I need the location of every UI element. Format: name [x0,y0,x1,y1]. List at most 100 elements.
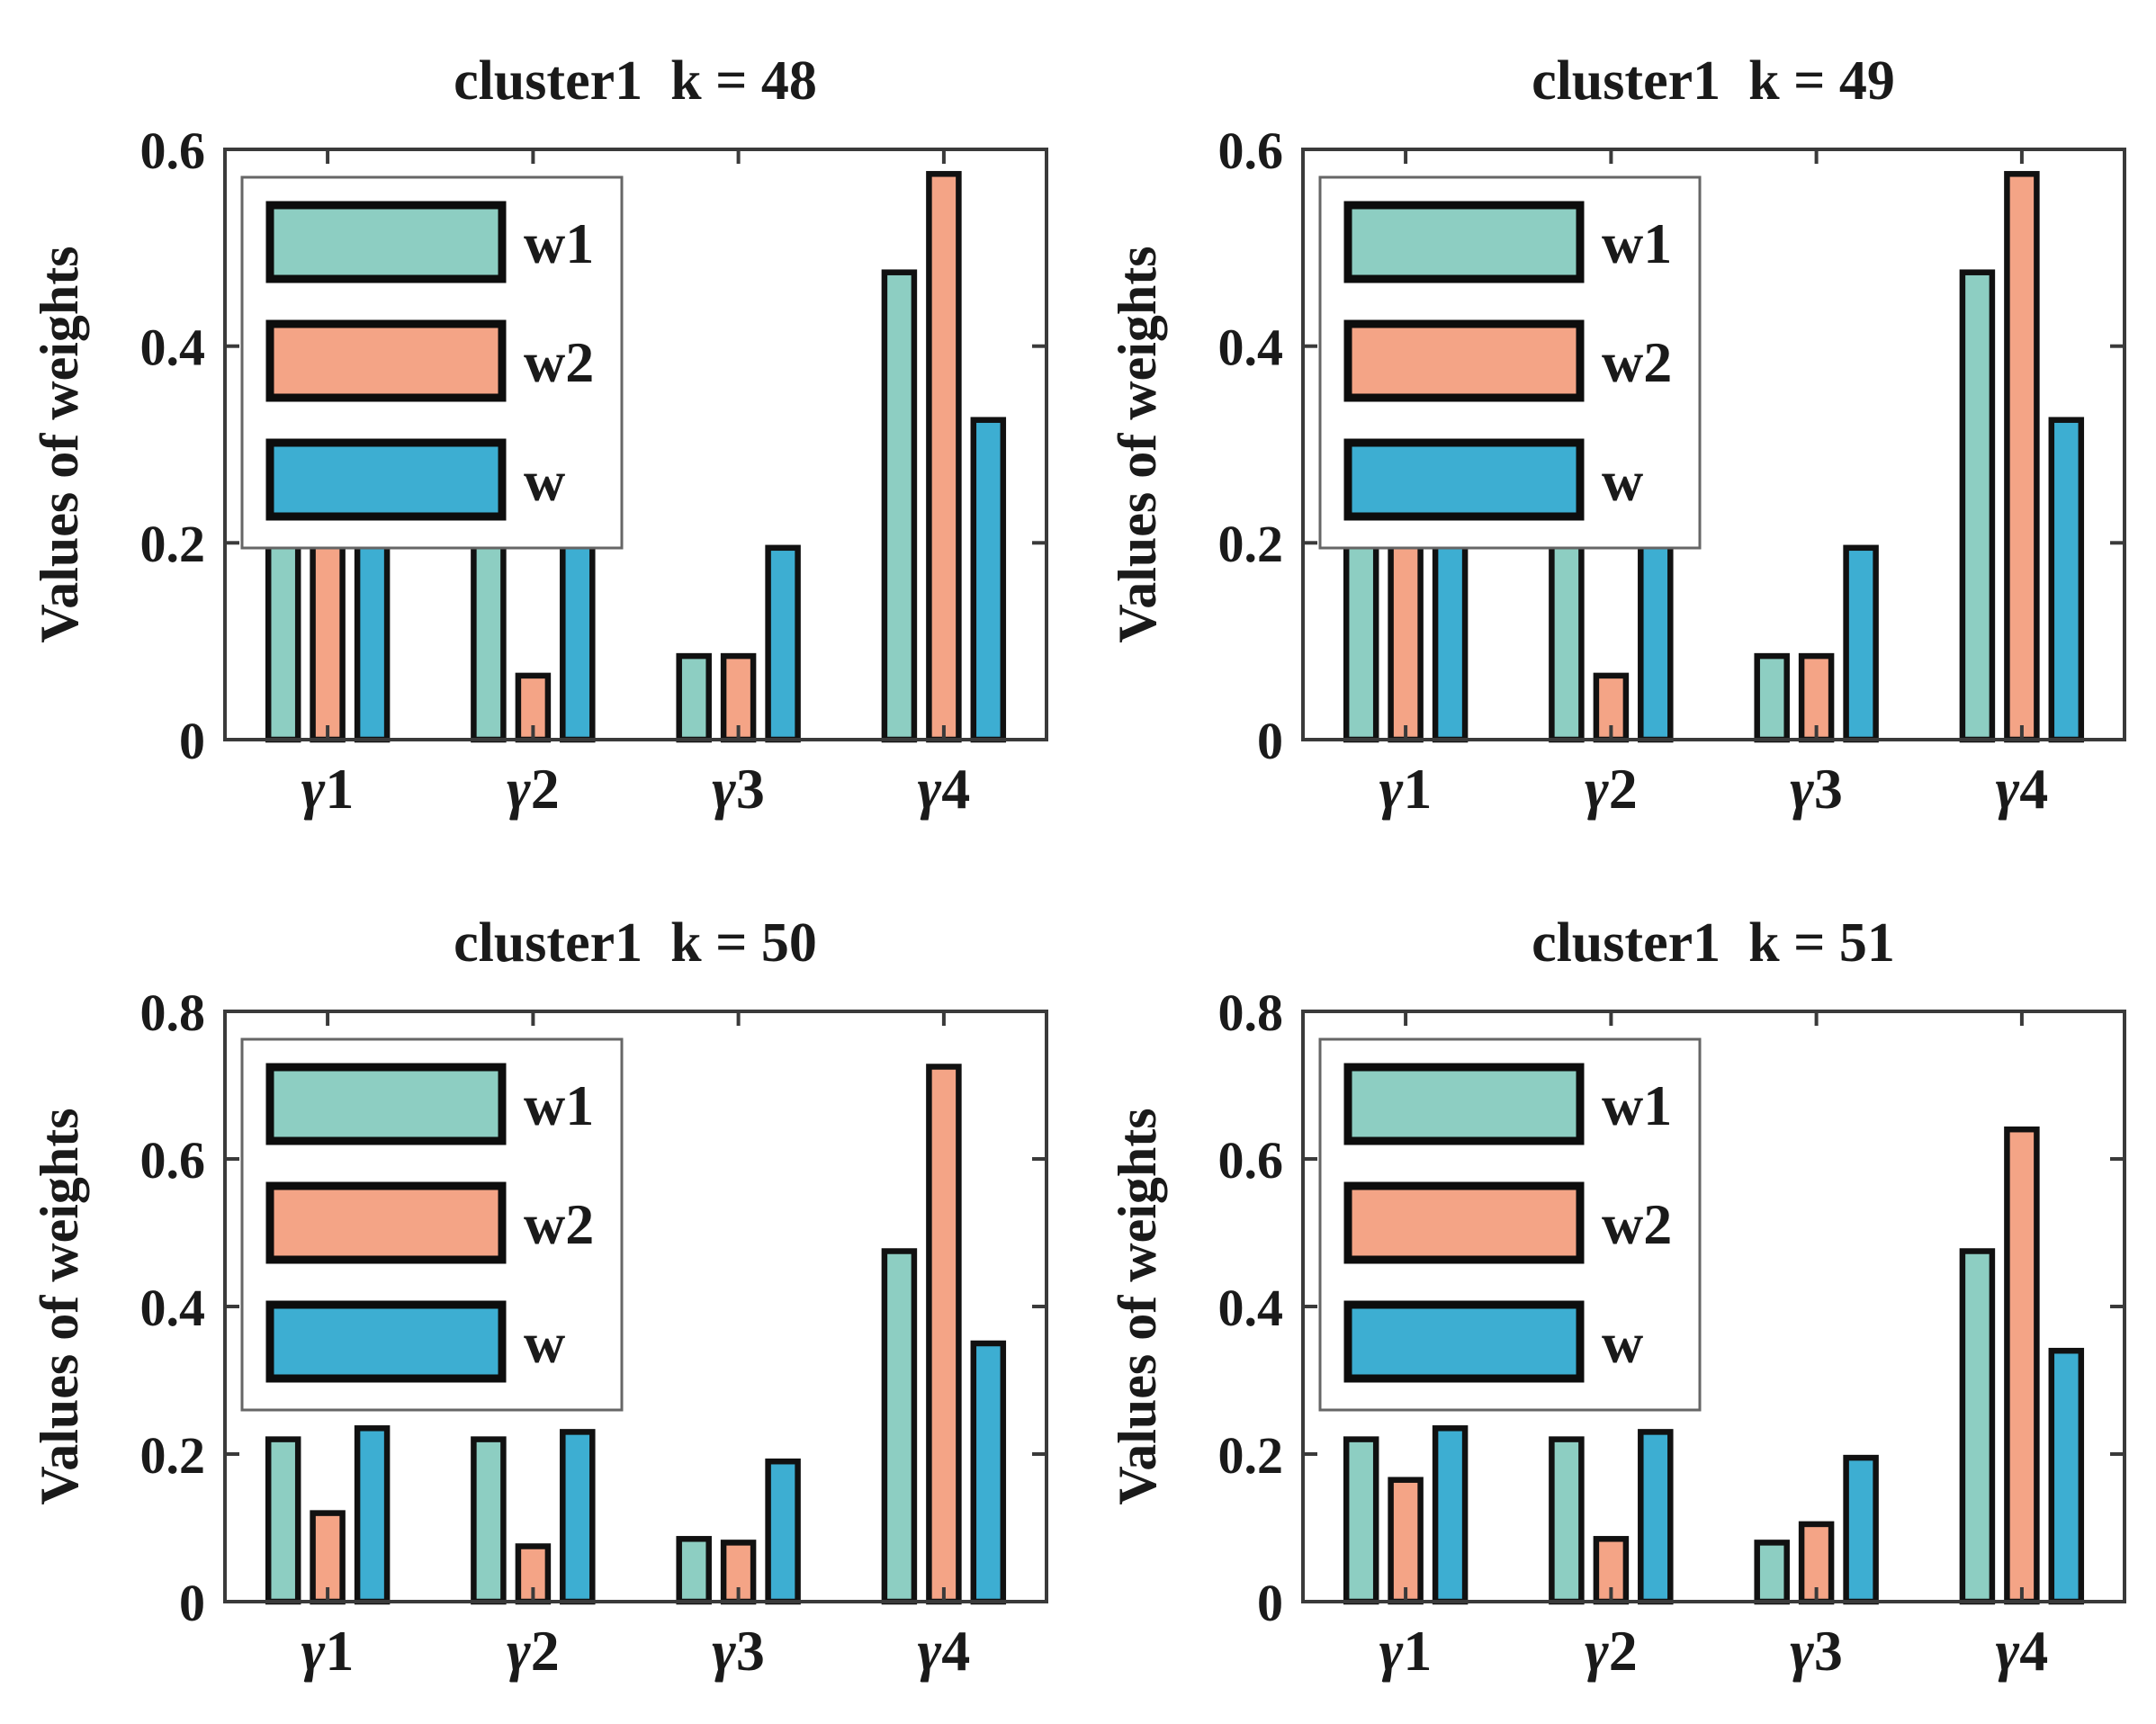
bar-w-γ2 [1638,1429,1674,1605]
axes-box [1301,148,2126,741]
y-tick-label: 0.2 [140,1426,206,1485]
subplot-cluster1-k49: cluster1 k = 49 Values of weights 0 0.2 0.… [1078,0,2156,862]
x-tick-label: γ4 [1996,757,2049,821]
y-tick-label: 0.4 [1218,319,1284,377]
y-axis-label: Values of weights [1108,1108,1167,1504]
bar-chart-k50: cluster1 k = 50 Values of weights 0 0.2 0.… [30,912,1048,1683]
bar-w2-γ1 [1388,1477,1424,1605]
bar-w-γ1 [1432,1425,1469,1605]
bar-w1-γ2 [1549,520,1585,743]
bar-w1-γ2 [471,520,507,743]
bar-w2-γ4 [2004,1126,2040,1605]
y-tick-label: 0 [1257,1574,1283,1632]
plot-area: 0 0.2 0.4 0.6 γ1 γ2 γ3 γ4 w1 w2 w [1218,121,2126,821]
x-tick-label: γ4 [918,757,971,821]
legend-swatch-w2 [1343,1181,1585,1264]
bar-chart-k48: cluster1 k = 48 Values of weights 0 0.2 0.… [30,50,1048,821]
legend-label-w: w [524,1311,565,1375]
y-axis-label: Values of weights [30,1108,89,1504]
legend-label-w: w [1602,449,1643,513]
bar-w1-γ4 [881,269,918,743]
y-axis-label: Values of weights [30,246,89,642]
x-tick-label: γ1 [301,757,355,821]
chart-title: cluster1 k = 48 [454,50,817,112]
y-tick-label: 0.8 [140,983,206,1042]
y-tick-label: 0.4 [140,1279,206,1337]
bar-w1-γ2 [471,1436,507,1605]
bar-w2-γ4 [926,171,962,743]
bar-w2-γ3 [720,1540,757,1605]
bar-w1-γ1 [265,1436,301,1605]
y-axis-label: Values of weights [1108,246,1167,642]
x-tick-label: γ2 [507,757,560,821]
plot-area: 0 0.2 0.4 0.6 0.8 γ1 γ2 γ3 γ4 w1 w2 w [1218,983,2126,1683]
subplot-cluster1-k48: cluster1 k = 48 Values of weights 0 0.2 0.… [0,0,1078,862]
bar-w1-γ3 [676,1536,712,1605]
bar-w2-γ4 [2004,171,2040,743]
legend-label-w2: w2 [1602,330,1672,394]
subplot-cluster1-k50: cluster1 k = 50 Values of weights 0 0.2 0.… [0,862,1078,1724]
legend: w1 w2 w [1318,1037,1702,1412]
y-tick-label: 0.8 [1218,983,1284,1042]
legend-swatch-w1 [1343,201,1585,283]
chart-title: cluster1 k = 50 [454,912,817,974]
legend-swatch-w1 [265,1063,507,1145]
x-tick-label: γ3 [1790,1619,1843,1683]
legend-swatch-w [265,1300,507,1383]
legend-swatch-w1 [265,201,507,283]
legend-label-w2: w2 [1602,1192,1672,1256]
y-tick-label: 0 [179,1574,205,1632]
x-tick-label: γ3 [712,757,765,821]
bar-w-γ4 [2048,417,2085,743]
y-tick-label: 0.6 [1218,1131,1284,1190]
bar-chart-k51: cluster1 k = 51 Values of weights 0 0.2 0.… [1108,912,2126,1683]
bar-w-γ1 [354,1425,391,1605]
x-tick-label: γ2 [1585,1619,1638,1683]
bar-w1-γ3 [1754,1540,1790,1605]
y-tick-label: 0 [179,712,205,770]
legend-label-w: w [524,449,565,513]
legend-swatch-w [1343,438,1585,521]
y-tick-label: 0.4 [140,319,206,377]
x-tick-label: γ2 [1585,757,1638,821]
legend-label-w1: w1 [1602,1073,1672,1137]
legend: w1 w2 w [1318,175,1702,550]
legend-swatch-w2 [265,1181,507,1264]
y-tick-label: 0.6 [1218,121,1284,180]
legend-label-w1: w1 [524,1073,594,1137]
plot-area: 0 0.2 0.4 0.6 γ1 γ2 γ3 γ4 w1 w2 w [140,121,1048,821]
axes-box [223,148,1048,741]
bar-chart-k49: cluster1 k = 49 Values of weights 0 0.2 0.… [1108,50,2126,821]
legend-swatch-w1 [1343,1063,1585,1145]
x-tick-label: γ3 [712,1619,765,1683]
legend-label-w1: w1 [1602,211,1672,275]
y-tick-label: 0.2 [1218,515,1284,573]
bar-w1-γ3 [1754,652,1790,743]
bar-w1-γ3 [676,652,712,743]
bar-w-γ4 [970,1340,1007,1605]
y-tick-label: 0.6 [140,121,206,180]
bar-w1-γ2 [1549,1436,1585,1605]
y-tick-label: 0.2 [140,515,206,573]
legend-swatch-w2 [1343,319,1585,402]
bar-w-γ3 [765,1458,801,1605]
bar-w1-γ4 [1959,269,1996,743]
y-tick-label: 0.2 [1218,1426,1284,1485]
plot-area: 0 0.2 0.4 0.6 0.8 γ1 γ2 γ3 γ4 w1 w2 w [140,983,1048,1683]
bar-w-γ3 [1843,1454,1879,1605]
x-tick-label: γ1 [301,1619,355,1683]
y-tick-label: 0.4 [1218,1279,1284,1337]
legend-swatch-w [1343,1300,1585,1383]
x-tick-label: γ1 [1379,1619,1433,1683]
legend-swatch-w2 [265,319,507,402]
bar-w-γ2 [560,1429,596,1605]
y-tick-label: 0.6 [140,1131,206,1190]
chart-title: cluster1 k = 51 [1532,912,1895,974]
x-tick-label: γ4 [1996,1619,2049,1683]
x-tick-label: γ4 [918,1619,971,1683]
bar-w1-γ1 [1343,1436,1379,1605]
bar-w-γ4 [970,417,1007,743]
subplot-cluster1-k51: cluster1 k = 51 Values of weights 0 0.2 0.… [1078,862,2156,1724]
x-tick-label: γ3 [1790,757,1843,821]
bar-w-γ3 [765,544,801,743]
